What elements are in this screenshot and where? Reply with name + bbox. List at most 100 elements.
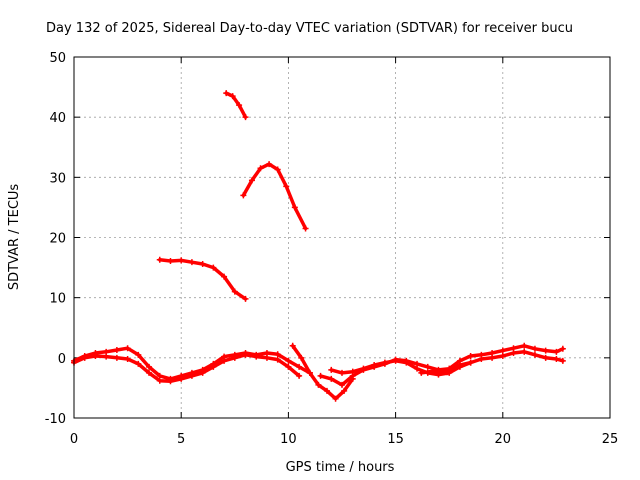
data-point — [339, 381, 345, 388]
data-point — [242, 295, 249, 302]
data-point — [81, 354, 88, 361]
data-point — [403, 359, 410, 366]
data-point — [221, 273, 228, 280]
x-tick-label: 0 — [70, 432, 78, 447]
series-arc-high — [224, 91, 248, 119]
data-point — [178, 257, 185, 264]
data-point — [188, 372, 195, 379]
data-point — [392, 357, 399, 364]
y-tick-label: 0 — [58, 352, 66, 367]
data-point — [531, 351, 538, 358]
data-point — [306, 369, 313, 376]
data-point — [302, 225, 309, 232]
data-point — [113, 354, 120, 361]
data-point — [328, 375, 335, 382]
x-axis-label: GPS time / hours — [286, 460, 395, 475]
plot-frame — [73, 56, 611, 419]
data-point — [296, 372, 303, 379]
data-point — [124, 345, 131, 352]
data-point — [371, 362, 378, 369]
data-point — [559, 345, 566, 352]
data-point — [92, 353, 99, 360]
data-point — [360, 365, 367, 372]
data-point — [315, 381, 322, 388]
data-point — [210, 363, 217, 370]
y-tick-label: 40 — [49, 111, 66, 126]
data-point — [521, 342, 528, 349]
data-point — [199, 369, 206, 376]
data-point — [414, 365, 421, 372]
data-point — [199, 260, 206, 267]
data-point — [167, 378, 174, 385]
data-point — [229, 93, 236, 100]
y-tick-label: -10 — [45, 412, 66, 427]
data-point — [559, 357, 566, 364]
data-point — [156, 377, 163, 384]
series-arc-hump — [241, 162, 308, 231]
data-point — [178, 375, 185, 382]
data-point — [236, 102, 243, 109]
data-point — [113, 347, 120, 354]
x-tick-label: 15 — [387, 432, 404, 447]
data-point — [274, 351, 281, 358]
series-layer — [71, 90, 566, 402]
data-point — [431, 368, 438, 375]
data-point — [478, 356, 485, 363]
grid-layer — [73, 56, 611, 419]
data-point — [531, 345, 538, 352]
data-point — [285, 357, 292, 364]
data-point — [188, 259, 195, 266]
data-point — [124, 356, 131, 363]
data-point — [223, 90, 230, 97]
data-point — [156, 256, 163, 263]
data-point — [349, 368, 356, 375]
data-point — [135, 360, 142, 367]
x-tick-label: 20 — [495, 432, 512, 447]
data-point — [135, 351, 142, 358]
data-point — [341, 387, 348, 394]
series-base-c — [290, 344, 355, 401]
y-tick-label: 10 — [49, 292, 66, 307]
chart-title: Day 132 of 2025, Sidereal Day-to-day VTE… — [46, 21, 573, 36]
data-point — [323, 387, 330, 394]
data-point — [542, 354, 549, 361]
data-point — [257, 165, 264, 172]
y-tick-labels: -10 0 10 20 30 40 50 — [45, 51, 66, 427]
data-point — [499, 353, 506, 360]
data-point — [317, 372, 324, 379]
data-point — [542, 347, 549, 354]
data-point — [296, 363, 303, 370]
data-point — [103, 353, 110, 360]
data-point — [231, 288, 238, 295]
data-point — [266, 161, 273, 168]
data-point — [521, 348, 528, 355]
data-point — [298, 354, 305, 361]
data-point — [339, 369, 345, 376]
data-point — [444, 369, 451, 376]
data-point — [510, 350, 517, 357]
data-point — [424, 363, 431, 370]
x-tick-label: 5 — [177, 432, 185, 447]
data-point — [210, 264, 217, 271]
data-point — [240, 192, 247, 199]
data-point — [167, 257, 174, 264]
data-point — [328, 366, 335, 373]
data-point — [289, 342, 296, 349]
data-point — [285, 363, 292, 370]
data-point — [221, 357, 228, 364]
data-point — [553, 348, 560, 355]
data-point — [274, 166, 281, 173]
data-point — [146, 369, 153, 376]
series-base-b — [72, 353, 301, 384]
data-point — [381, 359, 388, 366]
y-tick-label: 50 — [49, 51, 66, 66]
data-point — [242, 114, 249, 121]
data-point — [253, 353, 260, 360]
data-point — [553, 356, 560, 363]
data-point — [283, 183, 290, 190]
data-point — [467, 359, 474, 366]
data-point — [332, 395, 339, 402]
data-point — [499, 347, 506, 354]
x-tick-labels: 0 5 10 15 20 25 — [70, 432, 618, 447]
data-point — [291, 204, 298, 211]
